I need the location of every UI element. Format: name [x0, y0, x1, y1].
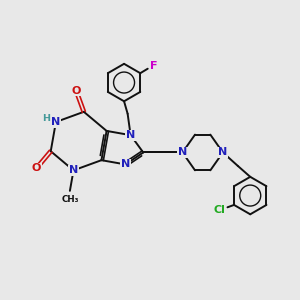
Text: N: N — [178, 148, 187, 158]
Text: N: N — [126, 130, 135, 140]
Text: H: H — [42, 114, 50, 123]
Text: N: N — [218, 148, 227, 158]
Text: F: F — [151, 61, 158, 71]
Text: N: N — [51, 117, 61, 127]
Text: N: N — [69, 165, 78, 176]
Text: CH₃: CH₃ — [61, 195, 79, 204]
Text: O: O — [32, 163, 41, 173]
Text: O: O — [71, 86, 81, 96]
Text: N: N — [121, 159, 130, 170]
Text: Cl: Cl — [213, 205, 225, 215]
